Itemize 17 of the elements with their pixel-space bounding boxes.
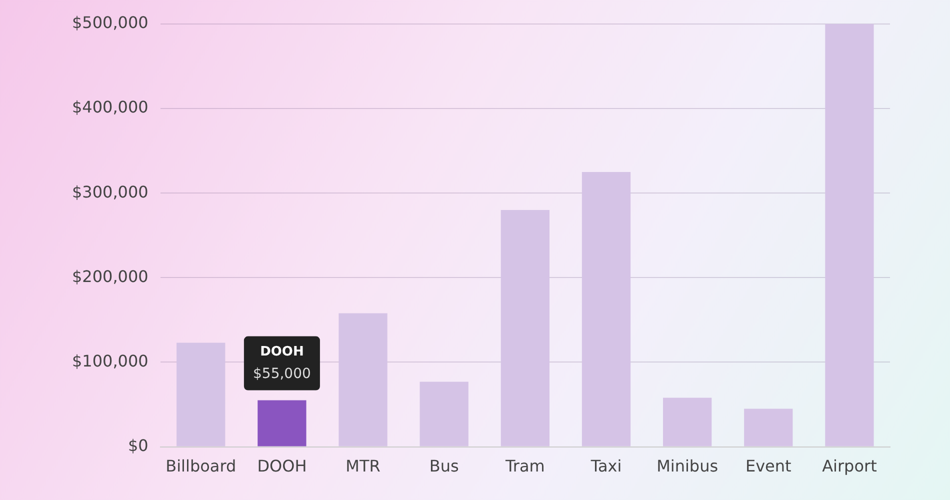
x-tick-label: Tram — [504, 456, 545, 476]
y-tick-label: $300,000 — [72, 182, 148, 202]
annotation: DOOH — [260, 344, 304, 360]
y-tick-label: $500,000 — [72, 13, 148, 32]
x-tick-label: DOOH — [257, 456, 307, 476]
x-tick-label: Airport — [822, 456, 877, 476]
y-tick-label: $100,000 — [72, 351, 148, 370]
x-tick-label: MTR — [346, 456, 380, 476]
x-tick-label: Bus — [429, 456, 459, 476]
y-tick-label: $0 — [128, 436, 148, 455]
x-tick-label: Event — [745, 456, 792, 476]
y-tick-label: $400,000 — [72, 98, 148, 117]
x-tick-label: Minibus — [656, 456, 718, 476]
x-tick-label: Taxi — [590, 456, 622, 476]
x-tick-label: Billboard — [166, 456, 236, 476]
y-tick-label: $200,000 — [72, 266, 148, 286]
annotation: $55,000 — [253, 366, 311, 382]
